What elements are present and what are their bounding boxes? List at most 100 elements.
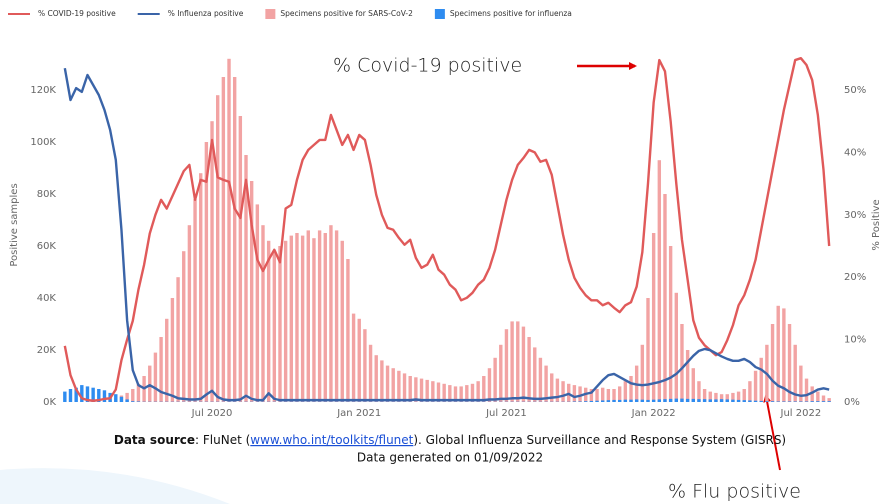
bar [589, 400, 594, 402]
y-tick-label: 60K [37, 241, 57, 252]
bar [550, 373, 554, 402]
bar [578, 401, 582, 402]
bar [193, 199, 197, 402]
bar [153, 352, 158, 402]
bar [114, 394, 118, 402]
bar [617, 386, 622, 402]
bar [782, 308, 786, 402]
bar [165, 318, 169, 402]
bar [782, 401, 786, 402]
bar [504, 329, 509, 402]
bar [606, 389, 611, 402]
bar [668, 246, 673, 402]
x-tick-label: Jan 2022 [631, 408, 676, 419]
bar [131, 401, 135, 402]
bar [708, 391, 712, 402]
bar [204, 142, 209, 402]
bar [425, 379, 429, 402]
bar [74, 387, 78, 402]
bar [283, 240, 288, 402]
bar [759, 400, 763, 402]
bar [408, 376, 412, 402]
bar [346, 259, 350, 402]
footnote-date: Data generated on 01/09/2022 [357, 451, 543, 465]
bar [374, 355, 378, 402]
bar [527, 337, 531, 402]
bar [397, 370, 401, 402]
bar [651, 233, 656, 402]
bar [210, 121, 214, 402]
bar [63, 391, 67, 402]
bar [787, 401, 792, 402]
bar [719, 394, 724, 402]
bar [697, 381, 701, 402]
footnote-link[interactable]: www.who.int/toolkits/flunet [250, 433, 413, 447]
y-tick-label: 40K [37, 293, 57, 304]
bar [674, 292, 678, 402]
bar [691, 368, 695, 402]
bar [787, 324, 792, 402]
bar [561, 381, 565, 402]
bar [351, 313, 356, 402]
bar [657, 399, 662, 402]
bar [199, 173, 203, 402]
decoration [0, 468, 230, 504]
legend-label: Specimens positive for influenza [450, 9, 572, 18]
bar [300, 235, 305, 402]
bar [272, 251, 277, 402]
y-tick-label: 120K [30, 85, 56, 96]
bar [765, 401, 769, 402]
bar [589, 389, 594, 402]
bar [714, 392, 718, 402]
bar [221, 77, 226, 402]
bar [804, 401, 809, 402]
footnote-text: : FluNet ( [195, 433, 250, 447]
bar [159, 337, 163, 402]
bar [402, 373, 407, 402]
legend-swatch [265, 9, 276, 19]
bar [731, 392, 735, 402]
x-tick-label: Jul 2022 [780, 408, 822, 419]
bar [476, 381, 480, 402]
bar [482, 376, 486, 402]
x-tick-label: Jan 2021 [336, 408, 381, 419]
footnote-text: ). Global Influenza Surveillance and Res… [413, 433, 786, 447]
legend-label: % Influenza positive [168, 9, 244, 18]
bar [419, 378, 424, 402]
bar [278, 246, 282, 402]
bar [470, 383, 475, 402]
bar [595, 400, 599, 402]
bar [606, 400, 611, 402]
bar [617, 399, 622, 402]
bar [680, 324, 684, 402]
bar [657, 160, 662, 402]
bar [663, 194, 667, 402]
bar [799, 365, 803, 402]
plot-area: 0K 20K 40K 60K 80K 100K 120K 0% 10% 20% 30% 40% 50% J… [30, 56, 866, 419]
bar [453, 386, 458, 402]
bar [816, 391, 820, 402]
bar [629, 376, 633, 402]
bar [668, 398, 673, 402]
bar [555, 378, 560, 402]
legend-swatch [434, 9, 445, 19]
bar [380, 360, 384, 402]
bar [821, 395, 826, 402]
bar [799, 401, 803, 402]
y2-tick-label: 0% [844, 397, 860, 408]
bar [238, 116, 243, 402]
bar [436, 382, 441, 402]
annotation-arrow [763, 394, 781, 471]
bar [793, 344, 797, 402]
y2-axis-title: % Positive [871, 199, 882, 250]
bar [368, 344, 373, 402]
bar [295, 233, 299, 402]
bar [448, 385, 452, 402]
bar [663, 399, 667, 402]
bar [261, 225, 265, 402]
bar [810, 401, 814, 402]
bar [584, 401, 588, 402]
bar [85, 386, 90, 402]
bar [187, 225, 192, 402]
